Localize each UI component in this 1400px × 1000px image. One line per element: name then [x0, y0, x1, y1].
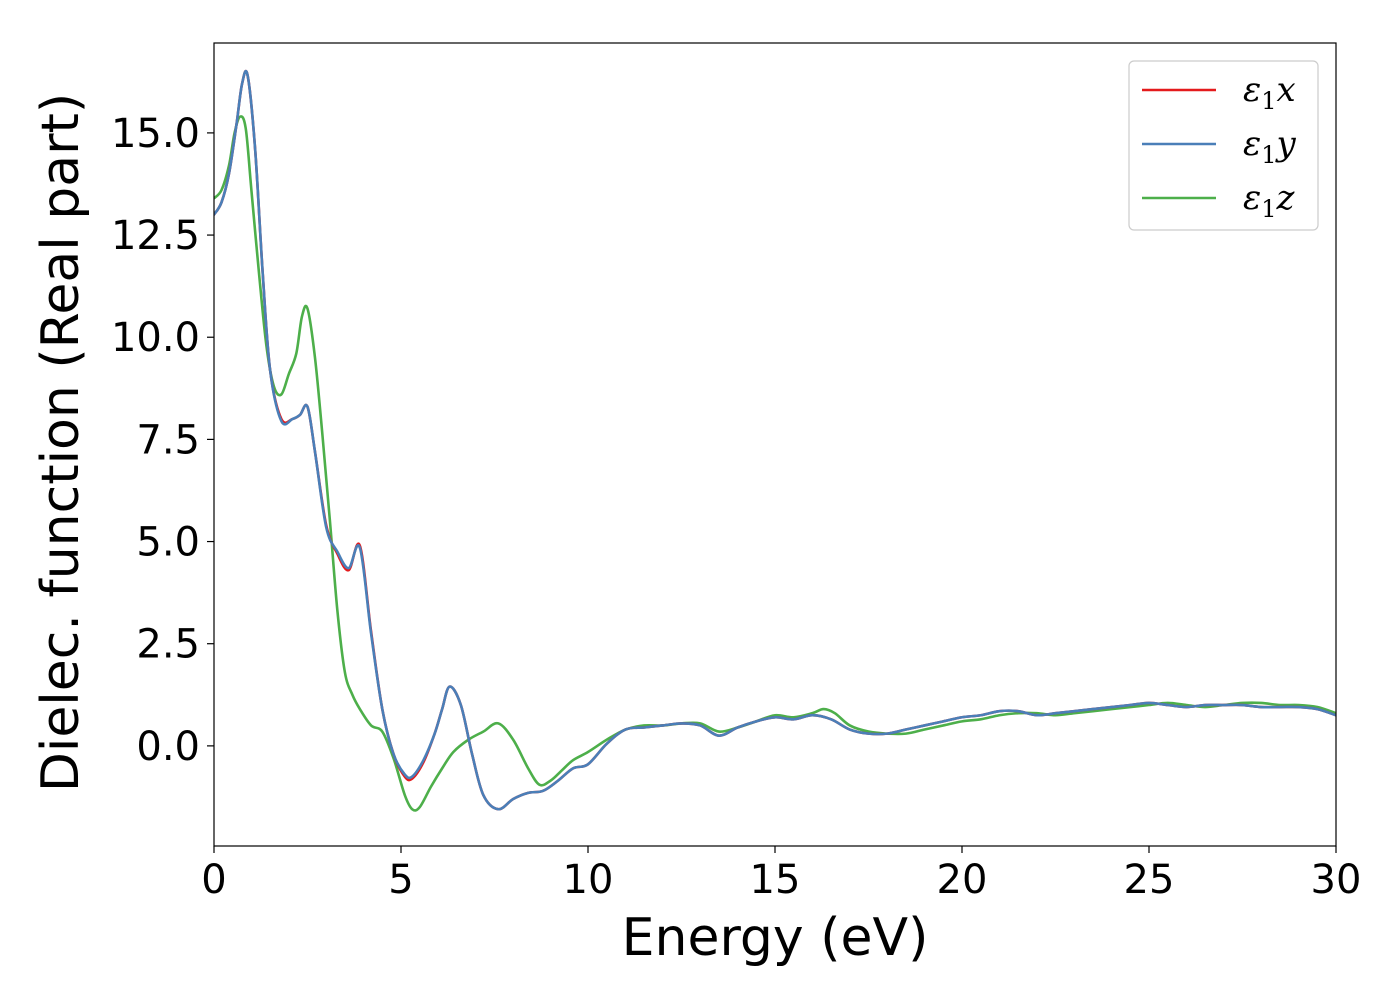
y-tick-label: 10.0 — [111, 315, 200, 361]
x-tick-label: 10 — [563, 857, 614, 903]
legend-label-x: ε1x — [1243, 70, 1296, 115]
y-axis: 0.0 2.5 5.0 7.5 10.0 12.5 15.0 — [111, 111, 214, 770]
x-tick-label: 20 — [937, 857, 988, 903]
legend-box — [1128, 60, 1319, 231]
x-tick-label: 15 — [750, 857, 801, 903]
y-tick-label: 12.5 — [111, 213, 200, 259]
x-axis-title: Energy (eV) — [622, 908, 929, 968]
y-tick-label: 2.5 — [136, 622, 200, 668]
y-tick-label: 5.0 — [136, 520, 200, 566]
x-tick-label: 5 — [388, 857, 413, 903]
series-line-y — [214, 69, 1336, 811]
legend: ε1x ε1y ε1z — [1128, 60, 1319, 231]
y-tick-label: 0.0 — [136, 724, 200, 770]
legend-label-y: ε1y — [1243, 124, 1297, 169]
x-axis: 0 5 10 15 20 25 30 — [201, 846, 1361, 903]
legend-label-z: ε1z — [1243, 178, 1296, 223]
y-axis-title: Dielec. function (Real part) — [31, 93, 91, 792]
series-layer — [214, 69, 1336, 812]
x-tick-label: 0 — [201, 857, 226, 903]
y-tick-label: 15.0 — [111, 111, 200, 157]
x-tick-label: 30 — [1311, 857, 1362, 903]
x-tick-label: 25 — [1124, 857, 1175, 903]
series-line-z — [214, 115, 1336, 812]
y-tick-label: 7.5 — [136, 417, 200, 463]
